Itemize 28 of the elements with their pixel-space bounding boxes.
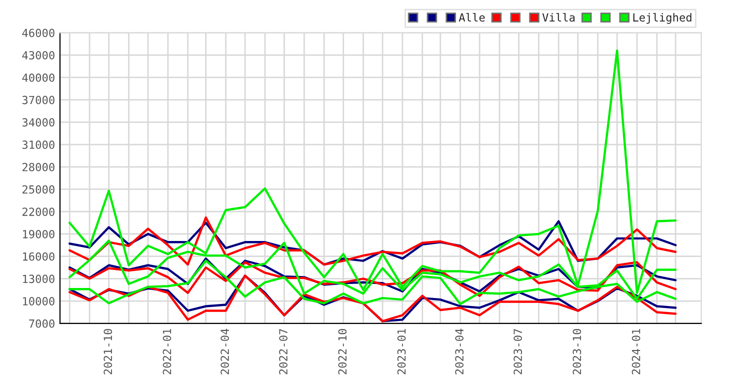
legend-label: Lejlighed — [633, 12, 692, 24]
y-tick-label: 25000 — [22, 185, 54, 194]
x-tick-label: 2024-01 — [632, 329, 640, 374]
x-tick-label: 2022-01 — [162, 329, 172, 374]
x-tick-label: 2022-04 — [220, 328, 230, 374]
y-tick-label: 10000 — [23, 297, 54, 306]
x-tick-label: 2023-04 — [455, 328, 464, 374]
x-tick-label: 2022-10 — [338, 328, 347, 374]
line-series — [68, 274, 677, 322]
y-tick-label: 22000 — [22, 208, 54, 216]
x-tick-label: 2023-01 — [397, 329, 406, 374]
y-tick-label: 46000 — [22, 28, 54, 38]
y-tick-label: 16000 — [23, 252, 54, 261]
y-tick-label: 19000 — [23, 230, 54, 238]
y-tick-label: 31000 — [22, 140, 54, 149]
y-tick-label: 28000 — [22, 162, 54, 172]
y-tick-label: 7000 — [29, 319, 54, 328]
x-tick-label: 2023-10 — [572, 328, 582, 374]
y-tick-label: 34000 — [22, 118, 54, 127]
y-tick-label: 40000 — [22, 73, 54, 82]
x-tick-label: 2022-07 — [279, 329, 288, 374]
y-tick-label: 43000 — [22, 51, 54, 60]
legend-label: Alle — [458, 12, 485, 22]
x-tick-label: 2023-07 — [514, 329, 522, 374]
y-tick-label: 37000 — [22, 96, 54, 104]
x-tick-label: 2021-10 — [104, 328, 112, 374]
legend-label: Villa — [542, 12, 575, 22]
y-tick-label: 13000 — [23, 274, 54, 284]
